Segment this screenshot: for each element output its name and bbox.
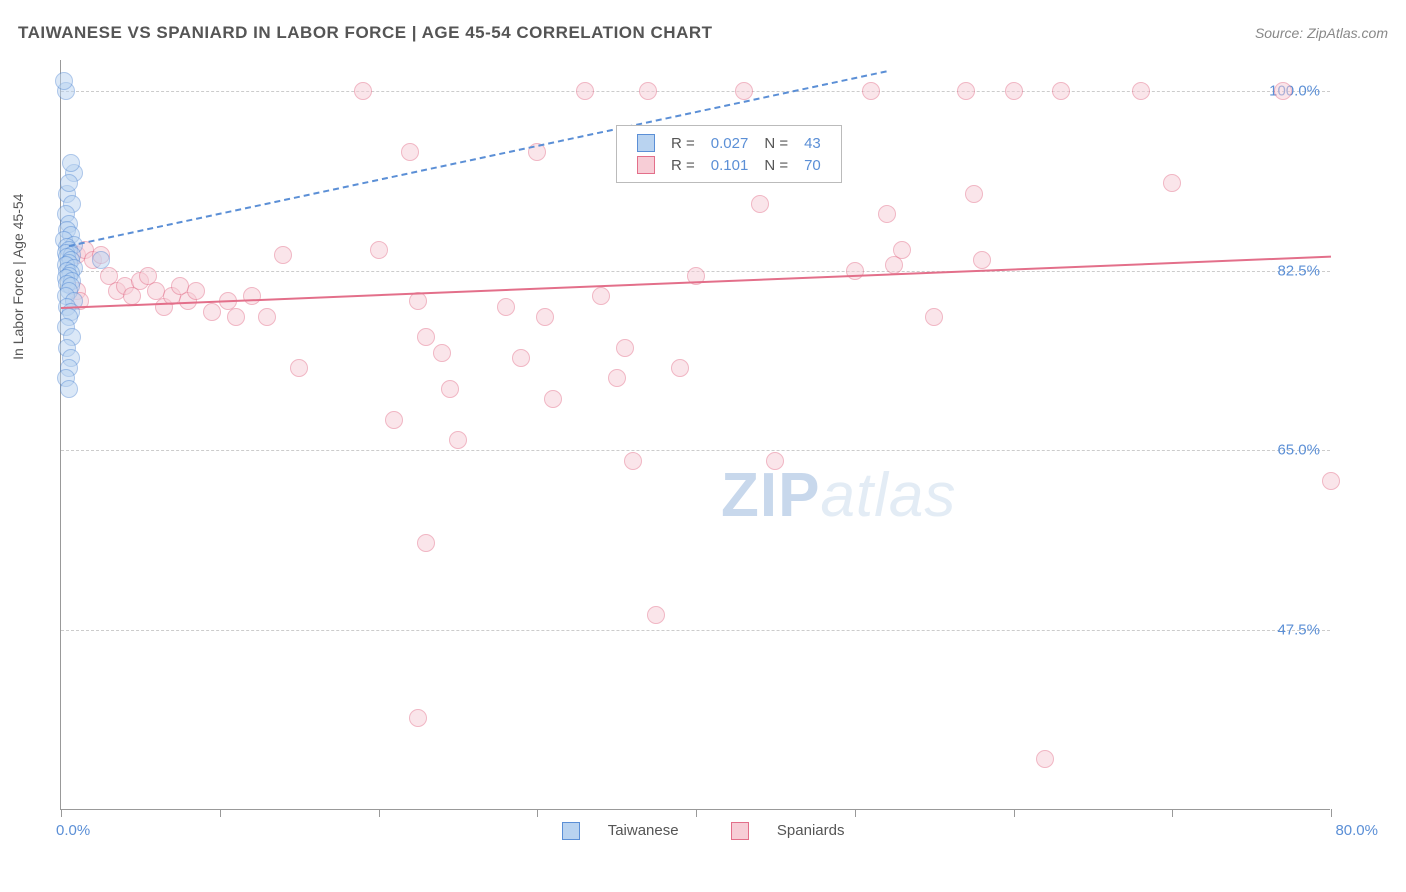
scatter-point: [878, 205, 896, 223]
scatter-point: [624, 452, 642, 470]
scatter-point: [544, 390, 562, 408]
scatter-point: [258, 308, 276, 326]
scatter-point: [55, 72, 73, 90]
scatter-point: [227, 308, 245, 326]
scatter-point: [973, 251, 991, 269]
scatter-point: [417, 534, 435, 552]
x-tick: [1331, 809, 1332, 817]
stats-swatch-taiwanese: [637, 134, 655, 152]
legend-label-taiwanese: Taiwanese: [608, 822, 679, 839]
scatter-point: [60, 380, 78, 398]
scatter-point: [370, 241, 388, 259]
stats-legend: R = 0.027N = 43R = 0.101N = 70: [616, 125, 842, 183]
scatter-point: [1132, 82, 1150, 100]
y-tick-label: 47.5%: [1277, 622, 1320, 639]
scatter-point: [965, 185, 983, 203]
scatter-point: [608, 369, 626, 387]
scatter-point: [354, 82, 372, 100]
scatter-point: [862, 82, 880, 100]
scatter-point: [433, 344, 451, 362]
scatter-point: [92, 251, 110, 269]
x-tick: [1014, 809, 1015, 817]
scatter-point: [123, 287, 141, 305]
scatter-point: [1322, 472, 1340, 490]
scatter-point: [512, 349, 530, 367]
chart-title: TAIWANESE VS SPANIARD IN LABOR FORCE | A…: [18, 23, 713, 43]
scatter-point: [671, 359, 689, 377]
gridline-h: [61, 450, 1330, 451]
scatter-point: [441, 380, 459, 398]
scatter-point: [409, 709, 427, 727]
legend-swatch-spaniards: [731, 822, 749, 840]
plot-area: ZIPatlas47.5%65.0%82.5%100.0%R = 0.027N …: [60, 60, 1330, 810]
scatter-point: [647, 606, 665, 624]
source-attribution: Source: ZipAtlas.com: [1255, 25, 1388, 41]
scatter-point: [885, 256, 903, 274]
bottom-legend: Taiwanese Spaniards: [0, 822, 1406, 840]
r-value-spaniards: 0.101: [703, 154, 757, 176]
scatter-point: [1036, 750, 1054, 768]
scatter-point: [1052, 82, 1070, 100]
legend-label-spaniards: Spaniards: [777, 822, 845, 839]
scatter-point: [576, 82, 594, 100]
scatter-point: [449, 431, 467, 449]
scatter-point: [401, 143, 419, 161]
y-axis-label: In Labor Force | Age 45-54: [10, 194, 26, 360]
scatter-point: [62, 154, 80, 172]
scatter-point: [735, 82, 753, 100]
scatter-point: [536, 308, 554, 326]
scatter-point: [243, 287, 261, 305]
stats-swatch-spaniards: [637, 156, 655, 174]
trend-line-spaniards: [61, 255, 1331, 308]
x-tick: [379, 809, 380, 817]
scatter-point: [925, 308, 943, 326]
scatter-point: [60, 174, 78, 192]
watermark: ZIPatlas: [721, 460, 956, 531]
scatter-point: [385, 411, 403, 429]
scatter-point: [766, 452, 784, 470]
scatter-point: [1274, 82, 1292, 100]
scatter-point: [417, 328, 435, 346]
x-tick: [1172, 809, 1173, 817]
x-tick: [855, 809, 856, 817]
n-value-spaniards: 70: [796, 154, 829, 176]
x-tick: [537, 809, 538, 817]
scatter-point: [290, 359, 308, 377]
x-tick: [220, 809, 221, 817]
scatter-point: [1163, 174, 1181, 192]
scatter-point: [274, 246, 292, 264]
scatter-point: [409, 292, 427, 310]
legend-swatch-taiwanese: [562, 822, 580, 840]
scatter-point: [893, 241, 911, 259]
scatter-point: [751, 195, 769, 213]
scatter-point: [203, 303, 221, 321]
gridline-h: [61, 630, 1330, 631]
y-tick-label: 82.5%: [1277, 262, 1320, 279]
scatter-point: [187, 282, 205, 300]
x-tick: [61, 809, 62, 817]
r-value-taiwanese: 0.027: [703, 132, 757, 154]
x-tick: [696, 809, 697, 817]
y-tick-label: 65.0%: [1277, 442, 1320, 459]
scatter-point: [957, 82, 975, 100]
scatter-point: [1005, 82, 1023, 100]
scatter-point: [616, 339, 634, 357]
scatter-point: [592, 287, 610, 305]
n-value-taiwanese: 43: [796, 132, 829, 154]
scatter-point: [497, 298, 515, 316]
scatter-point: [639, 82, 657, 100]
